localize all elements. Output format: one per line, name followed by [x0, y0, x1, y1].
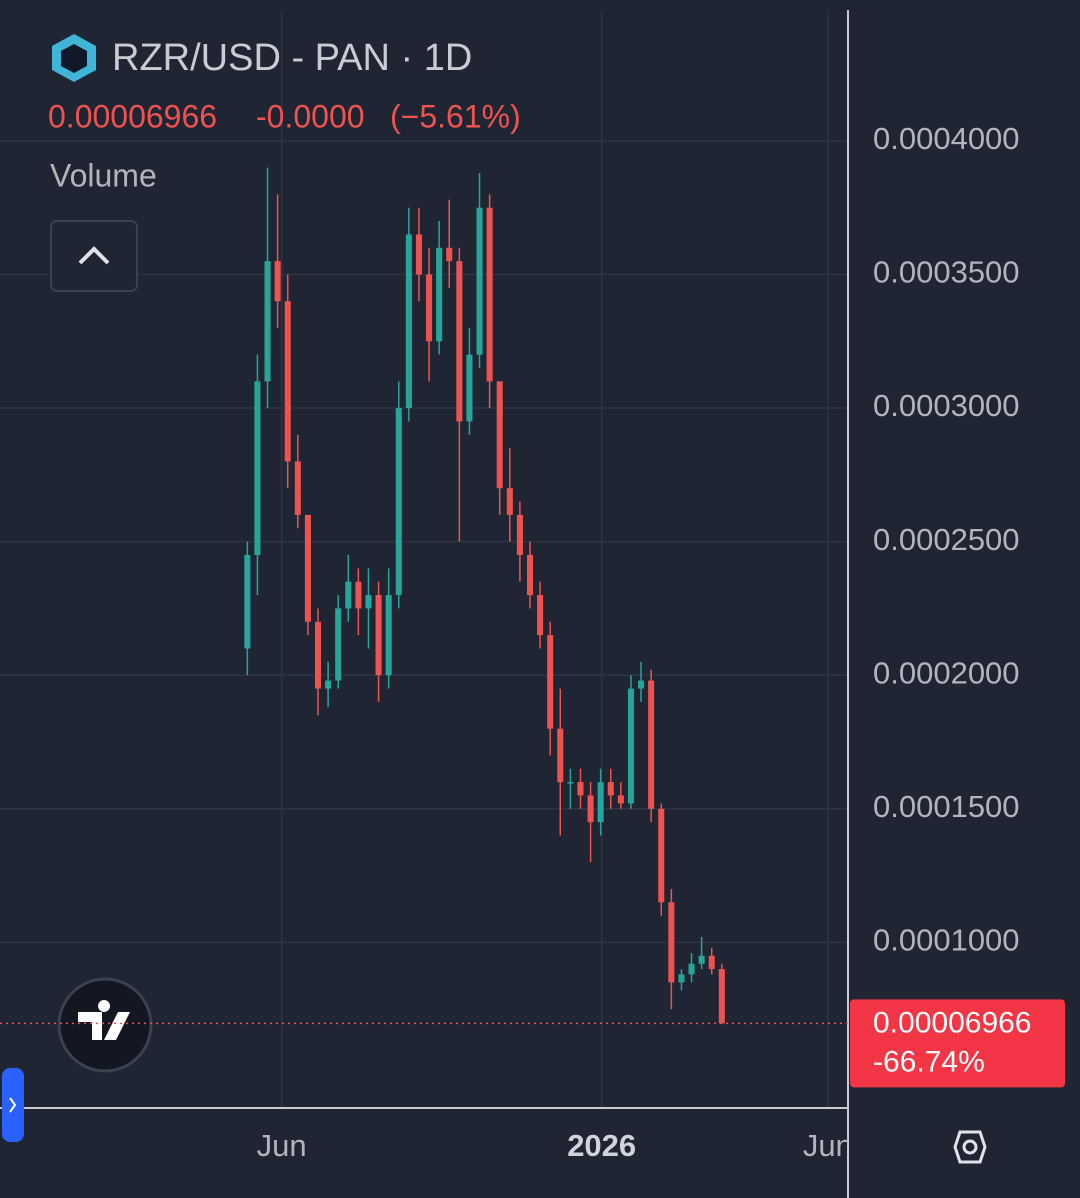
candle-body	[284, 301, 291, 462]
candle-body	[264, 261, 271, 382]
grid	[0, 10, 848, 1108]
candle-body	[426, 274, 433, 342]
candle-body	[567, 782, 574, 784]
candle-body	[627, 688, 634, 804]
candle-body	[325, 680, 332, 689]
candle-body	[648, 680, 655, 809]
candle-body	[466, 354, 473, 422]
y-tick-label: 0.0003000	[873, 388, 1020, 423]
candle-body	[345, 581, 352, 609]
symbol-logo	[52, 34, 96, 82]
candle-body	[607, 782, 614, 796]
candle-body	[395, 408, 402, 596]
candle-body	[496, 381, 503, 489]
change-percent: (−5.61%)	[390, 98, 521, 134]
last-price-box	[850, 999, 1065, 1088]
y-tick-label: 0.0002000	[873, 655, 1020, 690]
candle-body	[617, 795, 624, 804]
candle-body	[526, 554, 534, 596]
candle-body	[557, 728, 564, 783]
candle-body	[587, 795, 594, 823]
candle-body	[486, 207, 493, 382]
candle-body	[597, 782, 604, 823]
candle-body	[375, 595, 382, 676]
candle-body	[274, 261, 281, 302]
candle-body	[365, 595, 372, 609]
candle-body	[537, 595, 544, 636]
candle-body	[698, 955, 705, 964]
settings-button[interactable]	[953, 1130, 987, 1164]
candle-body	[294, 461, 301, 515]
y-tick-label: 0.0001500	[873, 789, 1020, 824]
candle-body	[456, 261, 463, 422]
candle-body	[668, 902, 675, 983]
side-panel-handle[interactable]	[2, 1068, 24, 1142]
candle-body	[244, 554, 251, 649]
candle-body	[547, 635, 554, 729]
candle-body	[516, 514, 523, 555]
change: -0.0000	[256, 98, 365, 134]
collapse-button[interactable]	[50, 220, 138, 292]
y-tick-label: 0.0001000	[873, 923, 1020, 958]
candle-body	[577, 782, 584, 796]
candle-body	[638, 680, 645, 689]
axes: 0.0001000 0.0001500 0.0002000 0.0002500 0.00…	[0, 121, 1065, 1163]
candle-body	[304, 514, 311, 622]
candle-body	[476, 207, 483, 355]
candle-body	[314, 621, 322, 689]
y-tick-label: 0.0004000	[873, 121, 1020, 156]
y-tick-label: 0.0002500	[873, 522, 1020, 557]
candle-body	[678, 974, 685, 983]
x-tick-label: 2026	[567, 1128, 636, 1163]
candle-body	[658, 808, 665, 903]
candle-body	[436, 247, 443, 342]
candle-body	[708, 955, 715, 970]
last-price: 0.00006966	[48, 98, 217, 134]
candle-body	[254, 381, 261, 555]
x-tick-label: Jun	[803, 1128, 853, 1163]
last-price-label: 0.00006966	[873, 1006, 1032, 1039]
candles	[244, 167, 725, 1024]
candle-body	[446, 247, 453, 262]
candle-body	[385, 595, 392, 676]
symbol-title: RZR/USD - PAN · 1D	[112, 37, 472, 79]
candle-body	[718, 969, 725, 1024]
y-tick-label: 0.0003500	[873, 255, 1020, 290]
candle-body	[335, 608, 342, 681]
candle-body	[415, 234, 422, 275]
indicator-label: Volume	[50, 157, 157, 193]
candle-body	[506, 488, 513, 515]
candle-body	[405, 234, 412, 409]
x-tick-label: Jun	[257, 1128, 307, 1163]
tradingview-logo[interactable]	[57, 977, 153, 1073]
handle-icon	[9, 1097, 17, 1113]
candle-body	[355, 581, 362, 609]
x-axis-labels: Jun 2026 Jun	[257, 1128, 853, 1163]
candle-body	[688, 963, 695, 975]
last-change-label: -66.74%	[873, 1045, 985, 1078]
collapse-icon	[78, 246, 110, 265]
